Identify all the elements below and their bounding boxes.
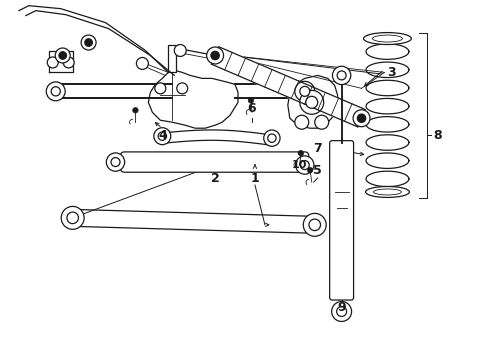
Circle shape [210, 51, 219, 60]
FancyBboxPatch shape [120, 152, 308, 172]
Text: 2: 2 [210, 171, 219, 185]
Circle shape [176, 83, 187, 94]
Circle shape [55, 48, 70, 63]
Circle shape [155, 83, 165, 94]
Circle shape [136, 58, 148, 69]
Circle shape [47, 57, 58, 68]
Circle shape [106, 153, 124, 171]
Text: 8: 8 [432, 129, 441, 142]
Circle shape [247, 98, 253, 103]
Circle shape [331, 302, 351, 321]
Text: 10: 10 [291, 160, 307, 170]
Ellipse shape [365, 186, 408, 197]
Circle shape [81, 35, 96, 50]
Polygon shape [49, 50, 73, 72]
Text: 1: 1 [250, 171, 259, 185]
Polygon shape [211, 47, 365, 127]
Circle shape [294, 81, 314, 101]
Circle shape [84, 39, 92, 46]
Circle shape [206, 47, 223, 64]
Circle shape [297, 150, 303, 156]
Circle shape [314, 115, 328, 129]
Circle shape [299, 86, 309, 96]
Circle shape [158, 132, 166, 140]
Ellipse shape [363, 32, 410, 45]
Text: 6: 6 [247, 102, 256, 115]
FancyBboxPatch shape [329, 141, 353, 300]
Circle shape [51, 87, 60, 96]
Circle shape [294, 115, 308, 129]
Ellipse shape [372, 35, 402, 42]
Circle shape [111, 158, 120, 167]
Circle shape [61, 206, 84, 229]
Circle shape [336, 71, 346, 80]
Circle shape [357, 114, 365, 122]
Circle shape [174, 45, 186, 57]
Circle shape [303, 213, 325, 236]
Circle shape [267, 134, 276, 142]
Text: 9: 9 [337, 301, 345, 314]
Circle shape [46, 82, 65, 101]
Circle shape [263, 130, 280, 146]
Text: 7: 7 [313, 141, 322, 155]
Circle shape [132, 108, 138, 113]
Text: 5: 5 [313, 163, 322, 176]
Text: 4: 4 [158, 129, 166, 142]
Circle shape [59, 52, 66, 59]
Circle shape [154, 128, 170, 145]
Circle shape [336, 306, 346, 316]
Circle shape [67, 212, 78, 224]
Circle shape [295, 156, 313, 174]
Circle shape [63, 57, 74, 68]
Polygon shape [287, 75, 337, 128]
Circle shape [306, 167, 312, 173]
Ellipse shape [373, 189, 401, 195]
Circle shape [299, 90, 323, 114]
Circle shape [332, 66, 350, 85]
FancyBboxPatch shape [168, 45, 176, 72]
Circle shape [352, 110, 369, 127]
Circle shape [308, 219, 320, 231]
Text: 3: 3 [386, 66, 395, 79]
Circle shape [305, 96, 317, 108]
Circle shape [300, 161, 308, 170]
